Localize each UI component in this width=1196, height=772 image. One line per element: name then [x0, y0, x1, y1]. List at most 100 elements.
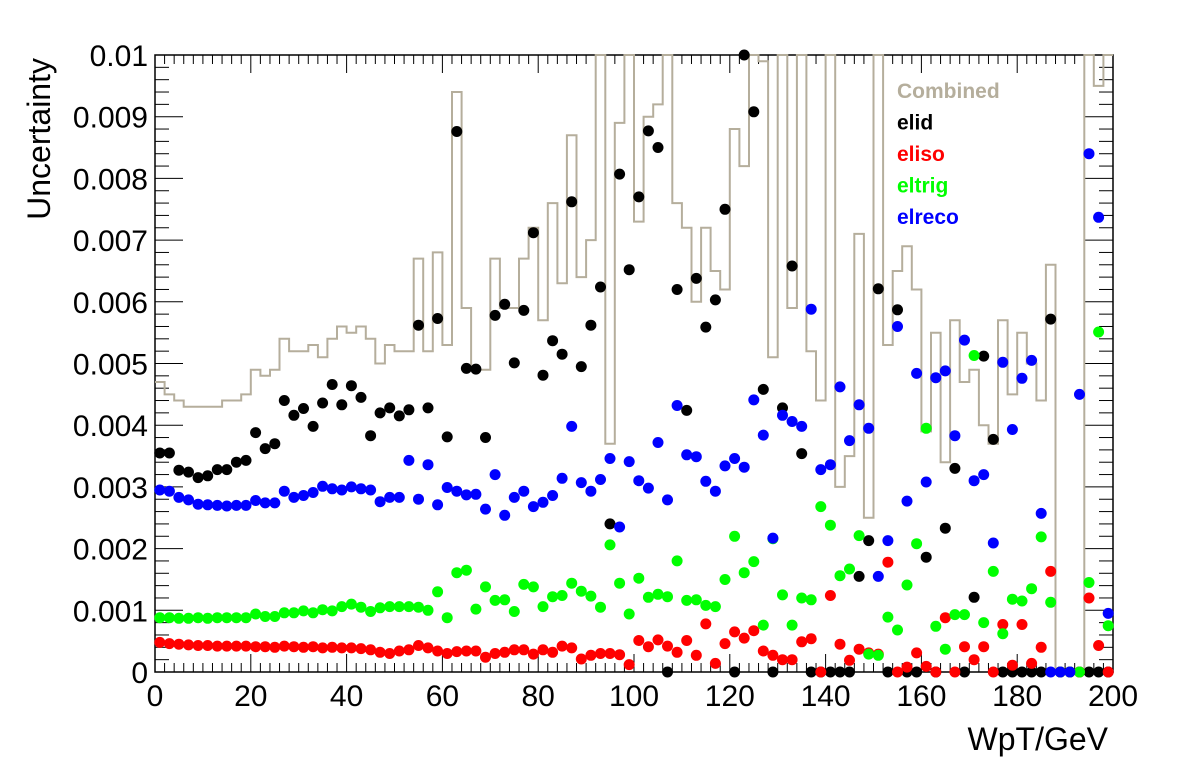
data-point [211, 464, 223, 476]
data-point [403, 644, 415, 656]
data-point [288, 491, 300, 503]
data-point [662, 666, 673, 678]
data-point [815, 501, 827, 513]
data-point [365, 644, 377, 656]
legend-entry: Combined [897, 80, 1000, 103]
data-point [805, 594, 817, 606]
data-point [527, 648, 539, 660]
data-point [384, 601, 396, 613]
data-point [671, 284, 683, 295]
data-point [968, 654, 980, 666]
data-point [508, 644, 520, 656]
data-point [1064, 666, 1076, 678]
data-point [250, 427, 262, 439]
data-point [508, 357, 520, 369]
data-point [441, 612, 453, 624]
data-point [911, 647, 923, 659]
data-point [834, 638, 846, 650]
data-point [863, 422, 875, 434]
data-point [1016, 595, 1028, 607]
data-point [633, 572, 645, 584]
data-point [326, 483, 338, 495]
data-point [441, 648, 453, 659]
data-point [729, 626, 741, 638]
data-point [767, 532, 779, 544]
data-point [508, 606, 520, 617]
data-point [537, 496, 549, 508]
data-point [671, 400, 683, 411]
data-point [269, 497, 281, 509]
data-point [432, 313, 444, 324]
data-point [777, 589, 788, 601]
data-point [566, 196, 578, 208]
data-point [259, 497, 271, 509]
data-point [623, 659, 635, 671]
data-point [997, 666, 1009, 678]
data-point [987, 433, 999, 445]
data-point [221, 500, 233, 512]
data-point [738, 49, 750, 61]
data-point [901, 579, 913, 591]
data-point [987, 537, 999, 549]
data-point [441, 482, 453, 493]
data-point [259, 443, 271, 455]
data-point [786, 654, 798, 666]
data-point [968, 475, 980, 487]
data-point [844, 435, 855, 447]
data-point [230, 499, 242, 511]
data-point [949, 609, 961, 621]
data-point [384, 402, 396, 414]
data-point [460, 564, 472, 576]
data-point [183, 612, 194, 624]
data-point [336, 399, 348, 411]
x-axis-title: WpT/GeV [968, 721, 1109, 757]
data-point [623, 264, 635, 276]
data-point [1045, 666, 1057, 678]
data-point [451, 567, 463, 579]
y-tick-label: 0.01 [90, 40, 148, 73]
data-point [959, 609, 970, 621]
data-point [518, 304, 530, 316]
data-point [844, 563, 855, 575]
data-point [834, 381, 846, 393]
data-point [345, 642, 357, 654]
data-point [393, 410, 405, 422]
data-point [365, 430, 377, 442]
data-point [930, 666, 942, 678]
data-point [729, 453, 741, 464]
x-tick-label: 80 [522, 680, 555, 713]
data-point [805, 666, 817, 678]
data-point [642, 482, 654, 494]
data-point [815, 666, 827, 678]
data-point [786, 416, 798, 427]
data-point [173, 612, 185, 624]
y-tick-label: 0.002 [73, 534, 148, 567]
data-point [786, 260, 798, 272]
x-tick-label: 60 [426, 680, 459, 713]
data-point [317, 642, 329, 654]
y-tick-label: 0.003 [73, 472, 148, 505]
data-point [757, 383, 769, 395]
x-tick-label: 160 [896, 680, 946, 713]
data-point [499, 298, 511, 310]
data-point [834, 666, 846, 678]
data-point [585, 649, 597, 661]
data-point [1045, 565, 1057, 577]
data-point [508, 491, 520, 503]
tick-labels: 0 20 40 60 80 100 120 140 160 180 200 0 0.001 0.002 0.… [73, 40, 1138, 713]
data-point [365, 484, 377, 496]
y-tick-label: 0.008 [73, 163, 148, 196]
data-point [939, 522, 951, 534]
data-point [652, 437, 664, 448]
data-point [163, 485, 175, 497]
data-point [824, 590, 836, 601]
data-point [173, 491, 185, 503]
data-point [451, 485, 463, 497]
y-tick-label: 0.001 [73, 595, 148, 628]
data-point [211, 612, 223, 624]
data-point [547, 335, 559, 347]
data-point [978, 617, 990, 629]
x-tick-label: 20 [234, 680, 267, 713]
data-point [959, 666, 970, 678]
axis-ticks [154, 54, 1114, 673]
